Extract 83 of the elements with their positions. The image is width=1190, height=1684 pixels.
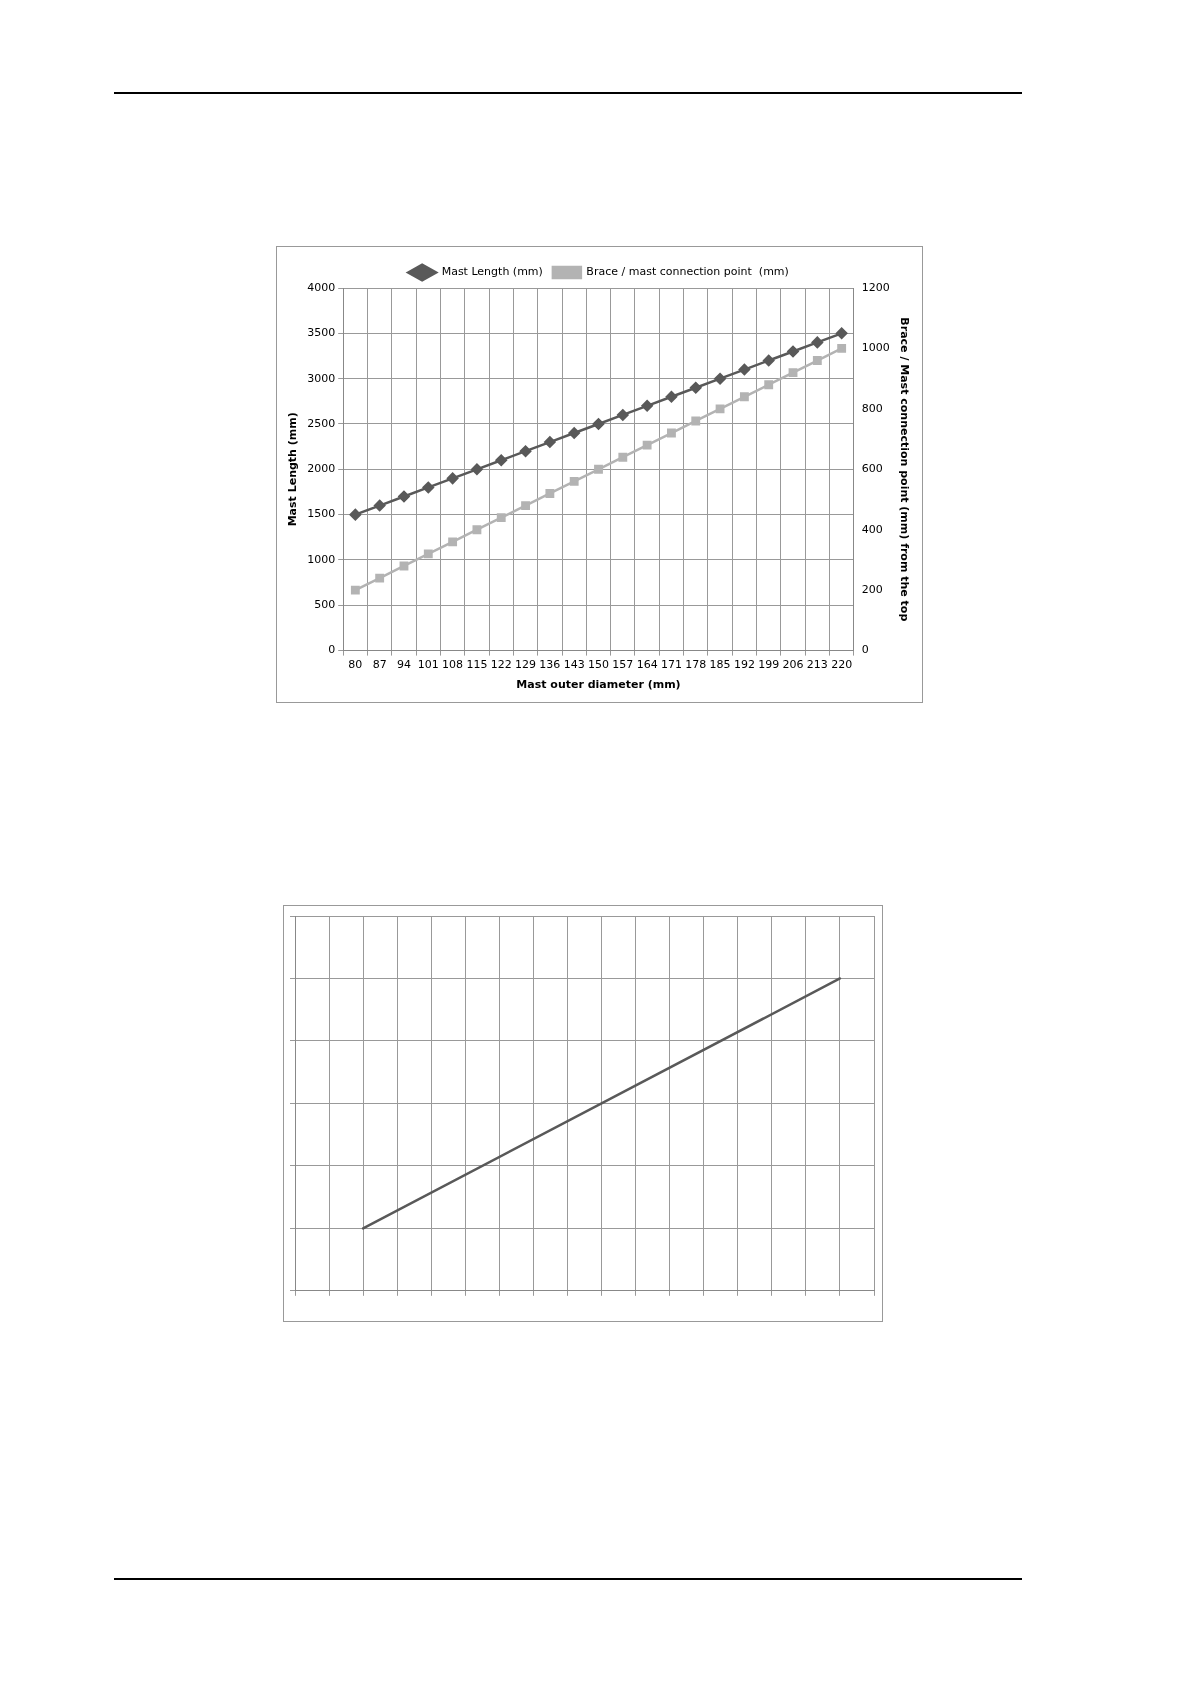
y2-tick-label: 800	[861, 401, 883, 415]
x-tick-label: 94	[396, 658, 411, 672]
point	[690, 381, 702, 394]
point	[739, 392, 749, 402]
point	[715, 404, 725, 414]
x-tick-label: 101	[417, 658, 439, 672]
point	[349, 508, 362, 521]
point	[642, 440, 652, 450]
point	[788, 368, 798, 378]
point	[569, 476, 579, 486]
point	[568, 427, 580, 439]
x-tick-label: 143	[563, 658, 585, 672]
point	[472, 525, 482, 535]
x-tick-label: 115	[466, 658, 488, 672]
y-tick-label: 3000	[307, 371, 336, 385]
x-tick-label: 213	[806, 658, 828, 672]
x-axis-title: Mast outer diameter (mm)	[516, 678, 681, 692]
point	[837, 344, 847, 353]
point	[691, 416, 701, 426]
x-tick-label: 185	[709, 658, 731, 672]
point	[448, 537, 458, 547]
y2-tick-label: 600	[861, 462, 883, 476]
y-tick-label: 2500	[307, 416, 336, 430]
point	[714, 372, 726, 385]
x-tick-label: 199	[758, 658, 780, 672]
point	[835, 327, 848, 340]
point	[521, 501, 530, 510]
x-tick-label: 171	[660, 658, 682, 672]
y2-tick-label: 1000	[861, 341, 890, 355]
y2-tick-label: 0	[861, 643, 869, 657]
point	[787, 345, 799, 358]
y2-tick-label: 200	[861, 583, 883, 597]
point	[545, 489, 555, 498]
y-tick-label: 3500	[307, 326, 336, 340]
x-tick-label: 150	[588, 658, 609, 672]
point	[471, 463, 483, 476]
x-tick-label: 192	[733, 658, 755, 672]
x-tick-label: 80	[348, 658, 363, 672]
point	[373, 499, 386, 512]
y-tick-label: 500	[314, 598, 336, 612]
x-tick-label: 129	[515, 658, 537, 672]
x-tick-label: 206	[782, 658, 804, 672]
y-tick-label: 4000	[307, 280, 336, 294]
point	[665, 391, 678, 403]
point	[519, 445, 532, 457]
point	[544, 436, 556, 448]
point	[764, 380, 774, 390]
y-tick-label: 0	[328, 643, 336, 657]
y2-tick-label: 1200	[861, 280, 890, 294]
point	[618, 452, 628, 462]
point	[495, 454, 507, 466]
y-tick-label: 2000	[307, 462, 336, 476]
point	[617, 409, 629, 421]
x-tick-label: 108	[442, 658, 464, 672]
point	[446, 472, 459, 485]
x-tick-label: 220	[831, 658, 853, 672]
y2-tick-label: 400	[861, 522, 883, 536]
point	[594, 464, 603, 474]
point	[398, 490, 410, 503]
point	[811, 336, 824, 349]
y-tick-label: 1000	[307, 552, 336, 566]
point	[762, 354, 775, 367]
legend-label: Brace / mast connection point (mm)	[586, 265, 789, 279]
x-tick-label: 178	[685, 658, 707, 672]
y2-axis-title: Brace / Mast connection point (mm) from the top	[897, 317, 911, 622]
point	[496, 513, 506, 523]
x-tick-label: 164	[636, 658, 658, 672]
x-tick-label: 87	[372, 658, 387, 672]
y-tick-label: 1500	[307, 507, 336, 521]
point	[375, 573, 385, 583]
y-axis-title: Mast Length (mm)	[286, 412, 300, 527]
point	[738, 363, 751, 376]
point	[641, 400, 653, 412]
point	[812, 356, 822, 365]
x-tick-label: 157	[612, 658, 634, 672]
point	[422, 481, 435, 494]
point	[350, 585, 360, 595]
x-tick-label: 136	[539, 658, 561, 672]
point	[667, 428, 676, 438]
point	[423, 549, 433, 559]
point	[592, 418, 605, 430]
x-tick-label: 122	[490, 658, 512, 672]
legend-label: Mast Length (mm)	[441, 265, 543, 279]
